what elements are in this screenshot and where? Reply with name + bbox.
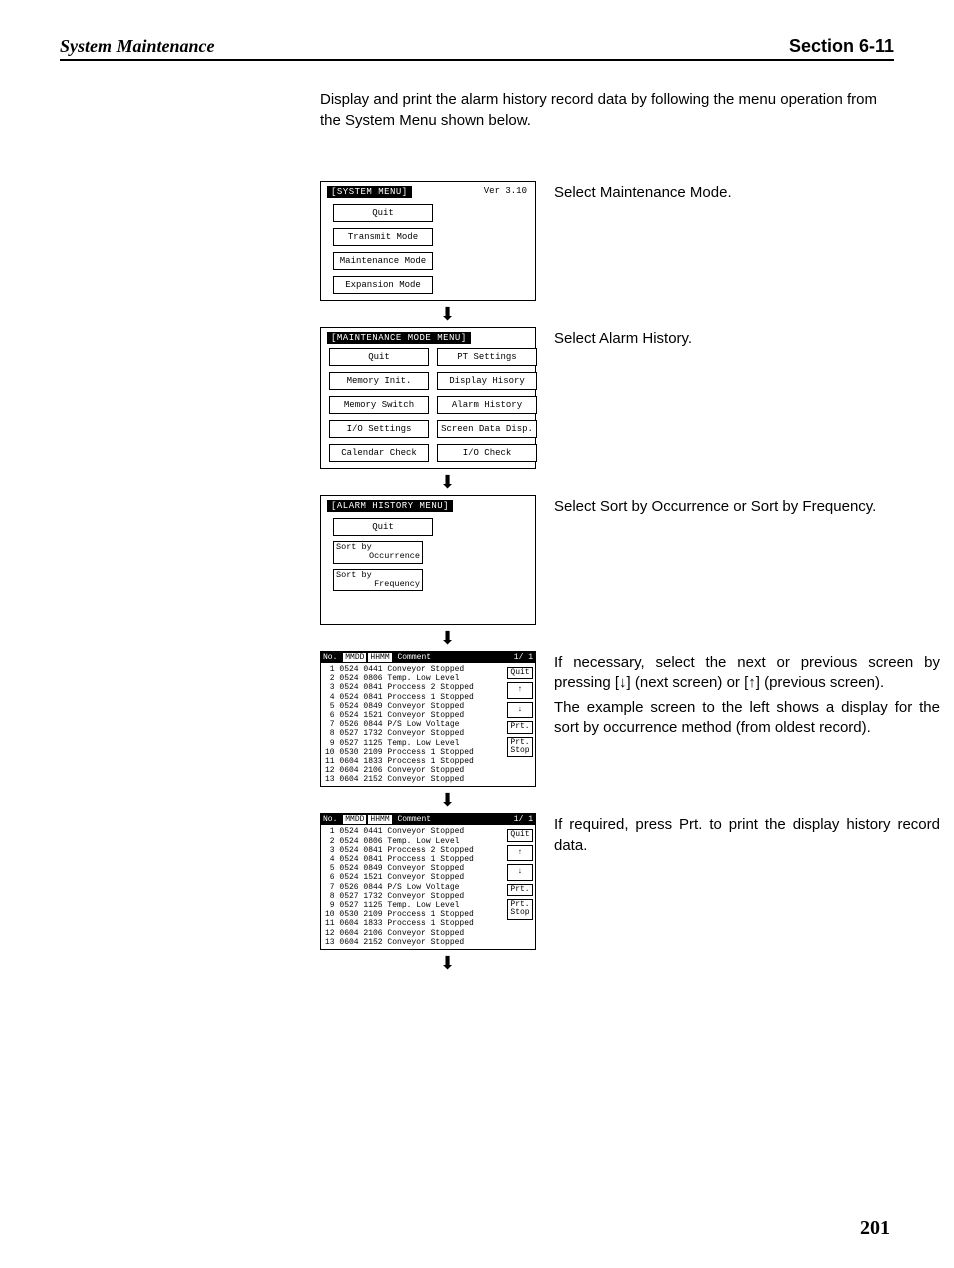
alarm-list-desc-2: If required, press Prt. to print the dis… <box>554 813 940 856</box>
quit-button[interactable]: Quit <box>329 348 429 366</box>
transmit-mode-button[interactable]: Transmit Mode <box>333 228 433 246</box>
prt-stop-button[interactable]: Prt. Stop <box>507 899 533 920</box>
header-right: Section 6-11 <box>789 36 894 57</box>
memory-init-button[interactable]: Memory Init. <box>329 372 429 390</box>
alarm-rows: 1 0524 0441 Conveyor Stopped 2 0524 0806… <box>325 665 507 784</box>
step-alarm-list-1: No. MMDD HHMM Comment 1/ 1 1 0524 0441 C… <box>320 651 940 787</box>
page-indicator: 1/ 1 <box>514 815 533 824</box>
arrow-down-icon: ⬇ <box>440 791 940 809</box>
io-check-button[interactable]: I/O Check <box>437 444 537 462</box>
alarm-list-panel: No. MMDD HHMM Comment 1/ 1 1 0524 0441 C… <box>320 651 536 787</box>
up-button[interactable]: ↑ <box>507 682 533 698</box>
alarm-list-desc-1: If necessary, select the next or previou… <box>554 651 940 738</box>
alarm-menu-panel: [ALARM HISTORY MENU] Quit Sort by Occurr… <box>320 495 536 625</box>
alarm-list-header: No. MMDD HHMM Comment 1/ 1 <box>321 814 535 825</box>
quit-button[interactable]: Quit <box>507 829 533 841</box>
prt-button[interactable]: Prt. <box>507 884 533 896</box>
system-menu-desc: Select Maintenance Mode. <box>554 181 940 203</box>
maint-menu-panel: [MAINTENANCE MODE MENU] Quit PT Settings… <box>320 327 536 469</box>
alarm-history-button[interactable]: Alarm History <box>437 396 537 414</box>
alarm-list-panel: No. MMDD HHMM Comment 1/ 1 1 0524 0441 C… <box>320 813 536 949</box>
alarm-side-buttons: Quit ↑ ↓ Prt. Prt. Stop <box>507 827 533 946</box>
page-number: 201 <box>860 1217 890 1240</box>
maint-menu-desc: Select Alarm History. <box>554 327 940 349</box>
down-button[interactable]: ↓ <box>507 864 533 880</box>
quit-button[interactable]: Quit <box>333 204 433 222</box>
system-menu-panel: [SYSTEM MENU] Ver 3.10 Quit Transmit Mod… <box>320 181 536 301</box>
col-hhmm: HHMM <box>368 815 391 824</box>
system-menu-title: [SYSTEM MENU] <box>327 186 412 198</box>
prt-button[interactable]: Prt. <box>507 721 533 733</box>
expansion-mode-button[interactable]: Expansion Mode <box>333 276 433 294</box>
maintenance-mode-button[interactable]: Maintenance Mode <box>333 252 433 270</box>
io-settings-button[interactable]: I/O Settings <box>329 420 429 438</box>
screen-data-disp-button[interactable]: Screen Data Disp. <box>437 420 537 438</box>
up-button[interactable]: ↑ <box>507 845 533 861</box>
arrow-down-icon: ⬇ <box>440 629 940 647</box>
version-label: Ver 3.10 <box>484 186 527 196</box>
flow-column: [SYSTEM MENU] Ver 3.10 Quit Transmit Mod… <box>320 181 940 972</box>
sort-label: Sort by <box>336 542 372 552</box>
step-alarm-list-2: No. MMDD HHMM Comment 1/ 1 1 0524 0441 C… <box>320 813 940 949</box>
step-maint-menu: [MAINTENANCE MODE MENU] Quit PT Settings… <box>320 327 940 469</box>
alarm-menu-desc: Select Sort by Occurrence or Sort by Fre… <box>554 495 940 517</box>
prt-stop-button[interactable]: Prt. Stop <box>507 737 533 758</box>
arrow-down-icon: ⬇ <box>440 305 940 323</box>
desc-example: The example screen to the left shows a d… <box>554 698 940 739</box>
col-hhmm: HHMM <box>368 653 391 662</box>
page-header: System Maintenance Section 6-11 <box>60 36 894 61</box>
intro-text: Display and print the alarm history reco… <box>320 89 894 131</box>
page-indicator: 1/ 1 <box>514 653 533 662</box>
alarm-list-header: No. MMDD HHMM Comment 1/ 1 <box>321 652 535 663</box>
sort-label: Sort by <box>336 570 372 580</box>
alarm-menu-title: [ALARM HISTORY MENU] <box>327 500 453 512</box>
arrow-down-icon: ⬇ <box>440 473 940 491</box>
col-comment: Comment <box>397 653 431 662</box>
col-no: No. <box>323 653 337 662</box>
pt-settings-button[interactable]: PT Settings <box>437 348 537 366</box>
sort-occurrence-button[interactable]: Sort by Occurrence <box>333 541 423 564</box>
step-alarm-menu: [ALARM HISTORY MENU] Quit Sort by Occurr… <box>320 495 940 625</box>
header-left: System Maintenance <box>60 36 215 57</box>
col-comment: Comment <box>397 815 431 824</box>
step-system-menu: [SYSTEM MENU] Ver 3.10 Quit Transmit Mod… <box>320 181 940 301</box>
maint-menu-title: [MAINTENANCE MODE MENU] <box>327 332 471 344</box>
down-button[interactable]: ↓ <box>507 702 533 718</box>
alarm-side-buttons: Quit ↑ ↓ Prt. Prt. Stop <box>507 665 533 784</box>
sort-frequency-button[interactable]: Sort by Frequency <box>333 569 423 592</box>
col-mmdd: MMDD <box>343 815 366 824</box>
quit-button[interactable]: Quit <box>333 518 433 536</box>
memory-switch-button[interactable]: Memory Switch <box>329 396 429 414</box>
arrow-down-icon: ⬇ <box>440 954 940 972</box>
sort-value: Occurrence <box>336 552 420 561</box>
sort-value: Frequency <box>336 580 420 589</box>
display-history-button[interactable]: Display Hisory <box>437 372 537 390</box>
calendar-check-button[interactable]: Calendar Check <box>329 444 429 462</box>
col-mmdd: MMDD <box>343 653 366 662</box>
desc-navigate: If necessary, select the next or previou… <box>554 653 940 694</box>
quit-button[interactable]: Quit <box>507 667 533 679</box>
alarm-rows: 1 0524 0441 Conveyor Stopped 2 0524 0806… <box>325 827 507 946</box>
col-no: No. <box>323 815 337 824</box>
